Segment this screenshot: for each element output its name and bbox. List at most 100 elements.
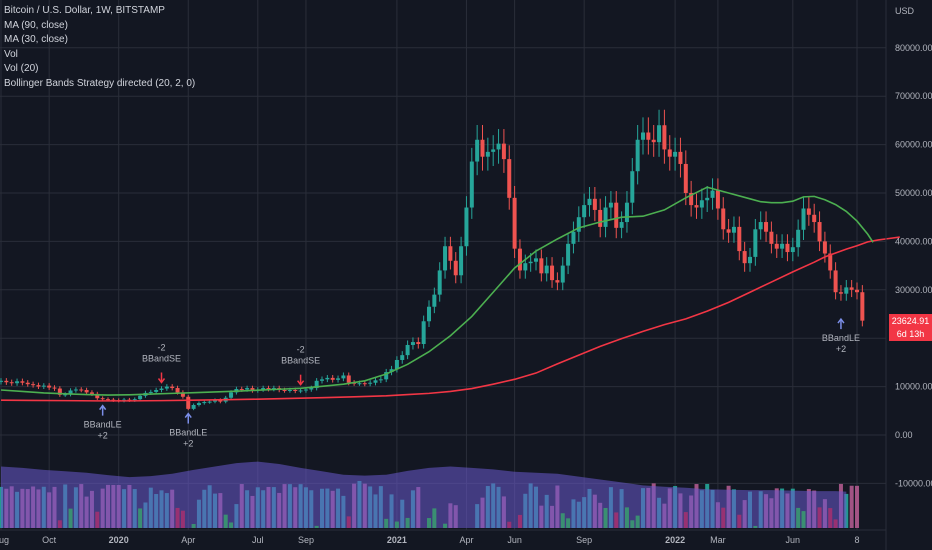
legend-vol20[interactable]: Vol (20) — [4, 63, 39, 74]
short-arrow-head — [297, 380, 305, 386]
candle-body — [742, 251, 747, 264]
candle-body — [544, 265, 549, 274]
candle-body — [715, 190, 720, 209]
candle-body — [357, 383, 362, 385]
candle-body — [689, 193, 694, 206]
candle-body — [539, 258, 544, 274]
candle-body — [817, 222, 822, 242]
candle-body — [368, 382, 373, 384]
candle-body — [812, 214, 817, 223]
price-tick-label: 0.00 — [895, 430, 913, 440]
time-tick-label: Apr — [459, 535, 473, 545]
candle-body — [726, 229, 731, 233]
candle-body — [207, 401, 212, 403]
bar-countdown: 6d 13h — [896, 329, 925, 339]
candle-body — [421, 321, 426, 345]
candle-body — [250, 388, 255, 391]
candle-body — [705, 197, 710, 201]
volume-bar — [849, 485, 854, 528]
candle-body — [833, 270, 838, 293]
candle-body — [229, 392, 234, 398]
signal-label: BBandLE — [84, 420, 122, 430]
candle-body — [378, 379, 383, 381]
candle-body — [694, 205, 699, 208]
signal-qty: -2 — [157, 342, 165, 352]
candle-body — [678, 151, 683, 164]
candle-body — [191, 404, 196, 409]
time-tick-label: 8 — [854, 535, 859, 545]
candlesticks — [0, 109, 865, 411]
candle-body — [501, 143, 506, 160]
candle-body — [630, 171, 635, 203]
legend-strategy[interactable]: Bollinger Bands Strategy directed (20, 2… — [4, 77, 196, 89]
candle-body — [860, 292, 865, 321]
candle-body — [287, 389, 292, 391]
candle-body — [731, 226, 736, 233]
candle-body — [314, 380, 319, 389]
candle-body — [785, 243, 790, 253]
candle-body — [443, 246, 448, 271]
candle-body — [170, 386, 175, 389]
legend-ma90[interactable]: MA (90, close) — [4, 19, 68, 31]
candle-body — [341, 375, 346, 379]
symbol-title[interactable]: Bitcoin / U.S. Dollar, 1W, BITSTAMP — [4, 5, 165, 16]
candle-body — [400, 355, 405, 360]
price-tick-label: 60000.00 — [895, 140, 932, 150]
candle-body — [464, 207, 469, 247]
candle-body — [566, 243, 571, 266]
candle-body — [587, 198, 592, 206]
candle-body — [838, 292, 843, 294]
legend-vol[interactable]: Vol — [4, 48, 18, 60]
candle-body — [362, 383, 367, 385]
signal-label: BBandLE — [169, 428, 207, 438]
candle-body — [164, 386, 169, 389]
candle-body — [416, 342, 421, 345]
candle-body — [57, 388, 62, 395]
candle-body — [764, 222, 769, 232]
candle-body — [662, 125, 667, 150]
time-tick-label: Sep — [298, 535, 314, 545]
long-arrow-head — [837, 317, 845, 324]
candle-body — [523, 263, 528, 271]
candle-body — [346, 375, 351, 383]
candle-body — [154, 389, 159, 392]
candle-body — [517, 248, 522, 271]
last-price-tag: 23624.91 6d 13h — [889, 314, 932, 341]
candle-body — [298, 390, 303, 392]
candle-body — [245, 388, 250, 390]
candle-body — [186, 396, 191, 409]
price-tick-label: 40000.00 — [895, 236, 932, 246]
price-axis[interactable]: USD 80000.00 70000.00 60000.00 50000.00 40000… — [885, 0, 932, 550]
candle-body — [592, 198, 597, 210]
time-tick-label: Apr — [181, 535, 195, 545]
time-axis[interactable]: Aug Oct 2020 Apr Jul Sep 2021 Apr Jun Sep 2022 Mar J… — [0, 529, 886, 545]
time-tick-label: Jun — [786, 535, 801, 545]
signal-label: BBandSE — [142, 353, 181, 363]
candle-body — [36, 385, 41, 387]
candle-body — [320, 379, 324, 381]
legend-ma30[interactable]: MA (30, close) — [4, 34, 68, 45]
candle-body — [132, 399, 137, 401]
candle-body — [699, 200, 704, 208]
candle-body — [769, 231, 774, 244]
candle-body — [608, 202, 613, 208]
signal-label: BBandLE — [822, 333, 860, 343]
candle-body — [614, 202, 619, 228]
candle-body — [73, 389, 78, 391]
candle-body — [271, 388, 276, 390]
strategy-signals: BBandLE+2-2BBandSEBBandLE+2-2BBandSEBBan… — [84, 317, 860, 449]
candle-body — [651, 139, 656, 143]
price-tick-label: 80000.00 — [895, 43, 932, 53]
price-tick-label: 70000.00 — [895, 91, 932, 101]
candle-body — [336, 378, 341, 380]
price-tick-label: 10000.00 — [895, 382, 932, 392]
candle-body — [84, 389, 89, 393]
candle-body — [325, 377, 330, 380]
candle-body — [737, 226, 742, 252]
candle-body — [20, 381, 25, 383]
candle-body — [758, 222, 763, 230]
grid-lines — [0, 0, 886, 530]
candle-body — [469, 161, 474, 208]
ma30-line — [0, 186, 874, 396]
